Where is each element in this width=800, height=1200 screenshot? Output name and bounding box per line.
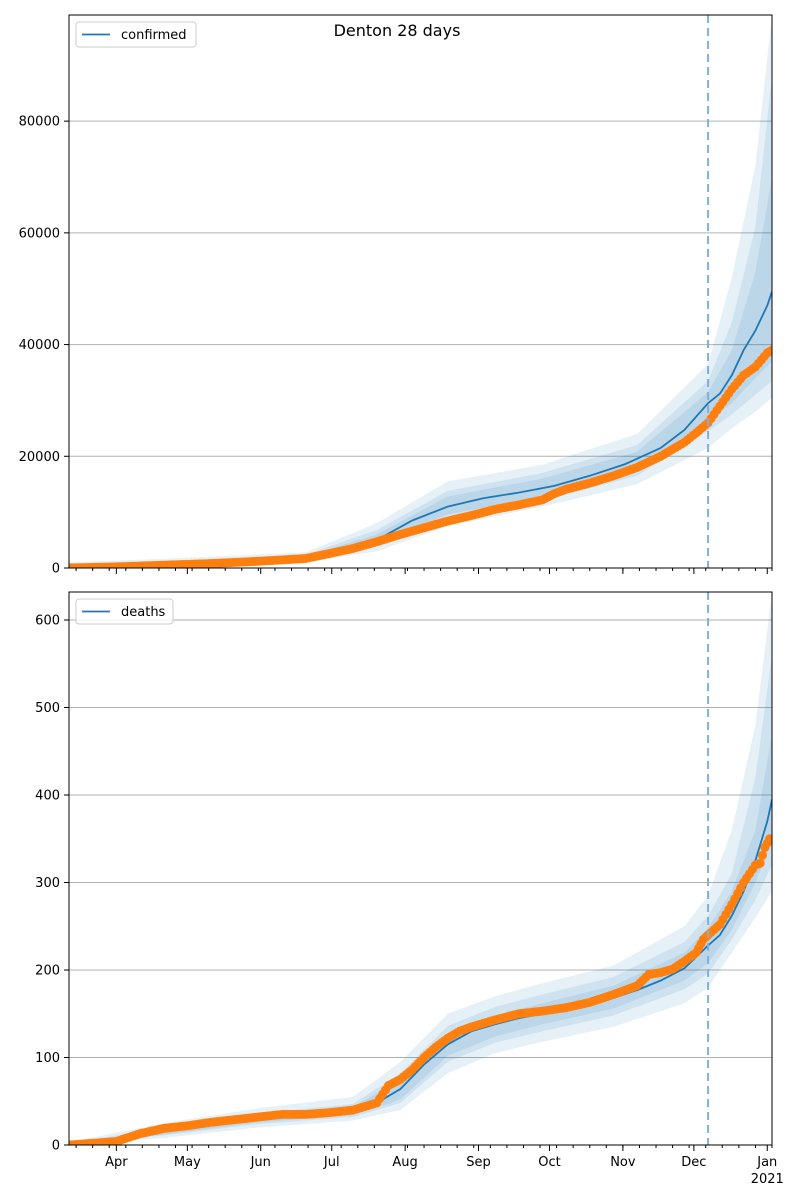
legend: deaths xyxy=(75,598,174,625)
y-tick-label: 100 xyxy=(35,1051,60,1066)
legend-label: confirmed xyxy=(121,28,187,43)
y-tick-label: 300 xyxy=(35,876,60,891)
observed-point xyxy=(765,834,772,844)
observed-point xyxy=(758,850,768,860)
plot-area xyxy=(69,15,772,568)
axes-frame xyxy=(68,591,773,1146)
legend-label: deaths xyxy=(121,605,166,620)
y-tick-label: 600 xyxy=(35,614,60,629)
uncertainty-band-1 xyxy=(69,592,772,1145)
x-tick-label: Nov xyxy=(610,1155,636,1170)
x-tick-label: Jan xyxy=(756,1155,777,1170)
x-tick-label: Aug xyxy=(392,1155,417,1170)
x-tick-label: Dec xyxy=(681,1155,706,1170)
x-tick-label: Apr xyxy=(105,1155,128,1170)
uncertainty-band-3 xyxy=(69,177,772,568)
legend-box xyxy=(75,21,197,48)
x-tick-label: Oct xyxy=(538,1155,560,1170)
y-tick-label: 0 xyxy=(52,1139,60,1154)
uncertainty-band-1 xyxy=(69,15,772,568)
y-tick-label: 80000 xyxy=(19,115,60,130)
y-tick-label: 400 xyxy=(35,789,60,804)
legend: confirmed xyxy=(75,21,197,48)
x-year-label: 2021 xyxy=(751,1172,784,1187)
observed-point xyxy=(767,345,772,355)
y-tick-label: 200 xyxy=(35,964,60,979)
x-tick-label: Sep xyxy=(466,1155,491,1170)
panel-deaths: 0 100 200 300 400 500 600 Apr May Jun Jul Aug Sep Oct… xyxy=(35,591,784,1187)
legend-box xyxy=(75,598,174,625)
figure-title: Denton 28 days xyxy=(334,21,461,40)
x-tick-label: Jul xyxy=(323,1155,340,1170)
y-tick-label: 0 xyxy=(52,562,60,577)
observed-point xyxy=(755,858,765,868)
x-tick-label: Jun xyxy=(250,1155,271,1170)
plot-area xyxy=(69,592,772,1145)
y-tick-label: 20000 xyxy=(19,450,60,465)
x-tick-label: May xyxy=(174,1155,201,1170)
y-tick-label: 60000 xyxy=(19,226,60,241)
y-tick-label: 500 xyxy=(35,701,60,716)
uncertainty-band-2 xyxy=(69,76,772,568)
panel-confirmed: 0 20000 40000 60000 80000 confirmed xyxy=(19,14,773,577)
y-tick-label: 40000 xyxy=(19,338,60,353)
axes-frame xyxy=(68,14,773,569)
